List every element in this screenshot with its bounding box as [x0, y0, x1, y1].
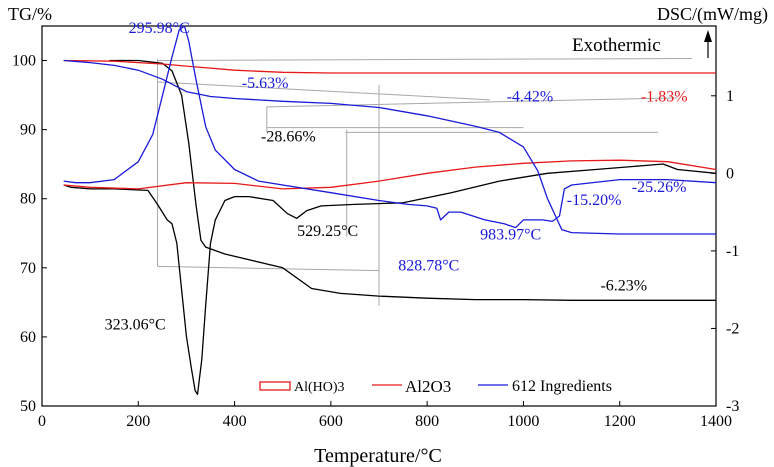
exothermic-arrowhead-icon — [704, 30, 712, 42]
x-tick-label: 200 — [126, 413, 150, 430]
legend-label-612: 612 Ingredients — [512, 378, 612, 395]
annotation-label: -15.20% — [567, 192, 622, 209]
y-right-tick-label: -2 — [726, 320, 739, 337]
series-line — [63, 59, 716, 235]
guide-line — [157, 57, 692, 62]
x-axis-title: Temperature/°C — [314, 445, 442, 467]
plot-frame — [41, 25, 717, 407]
series-line — [63, 159, 717, 190]
guide-line — [157, 81, 490, 101]
y-right-tick-label: -3 — [726, 398, 739, 415]
y-right-tick-label: -1 — [726, 243, 739, 260]
y-left-tick-label: 50 — [20, 398, 36, 415]
legend-label-al2o3: Al2O3 — [405, 377, 451, 396]
annotation-label: -4.42% — [507, 88, 554, 105]
legend-label-alhoh3: Al(HO)3 — [294, 380, 345, 395]
y-right-axis-title: DSC/(mW/mg) — [657, 4, 768, 25]
x-tick-label: 800 — [415, 413, 439, 430]
exothermic-label: Exothermic — [572, 35, 661, 56]
series-line — [63, 25, 717, 229]
annotation-label: 828.78°C — [398, 258, 459, 275]
annotation-label: 323.06°C — [105, 316, 166, 333]
annotation-label: -1.83% — [641, 88, 688, 105]
y-right-tick-label: 0 — [726, 165, 734, 182]
y-left-tick-label: 70 — [20, 260, 36, 277]
x-tick-label: 1000 — [507, 413, 539, 430]
legend-marker-alhoh3 — [259, 381, 291, 391]
legend: Al(HO)3 Al2O3 612 Ingredients — [259, 377, 612, 396]
annotation-label: -6.23% — [600, 278, 647, 295]
y-left-axis-title: TG/% — [8, 4, 52, 24]
annotation-label: -5.63% — [242, 75, 289, 92]
x-tick-label: 0 — [38, 413, 46, 430]
guide-line — [266, 97, 678, 108]
annotation-label: 529.25°C — [297, 223, 358, 240]
series-line — [109, 59, 716, 301]
series-line — [63, 163, 717, 396]
x-tick-label: 600 — [319, 413, 343, 430]
annotation-label: 983.97°C — [480, 226, 541, 243]
y-left-tick-label: 80 — [20, 191, 36, 208]
y-left-tick-label: 90 — [20, 122, 36, 139]
x-tick-label: 400 — [223, 413, 247, 430]
x-tick-label: 1200 — [604, 413, 636, 430]
annotation-label: -25.26% — [632, 179, 687, 196]
annotation-label: -28.66% — [261, 128, 316, 145]
y-right-tick-label: 1 — [726, 88, 734, 105]
x-tick-label: 1400 — [700, 413, 732, 430]
plot-area: 0 200 400 600 800 1000 1200 1400 50 60 70 80 90 100 -3… — [12, 20, 739, 430]
annotation-label: 295.98°C — [129, 20, 190, 37]
y-left-tick-label: 100 — [12, 53, 36, 70]
y-left-tick-label: 60 — [20, 329, 36, 346]
series-line — [63, 59, 716, 74]
guide-line — [157, 265, 380, 272]
